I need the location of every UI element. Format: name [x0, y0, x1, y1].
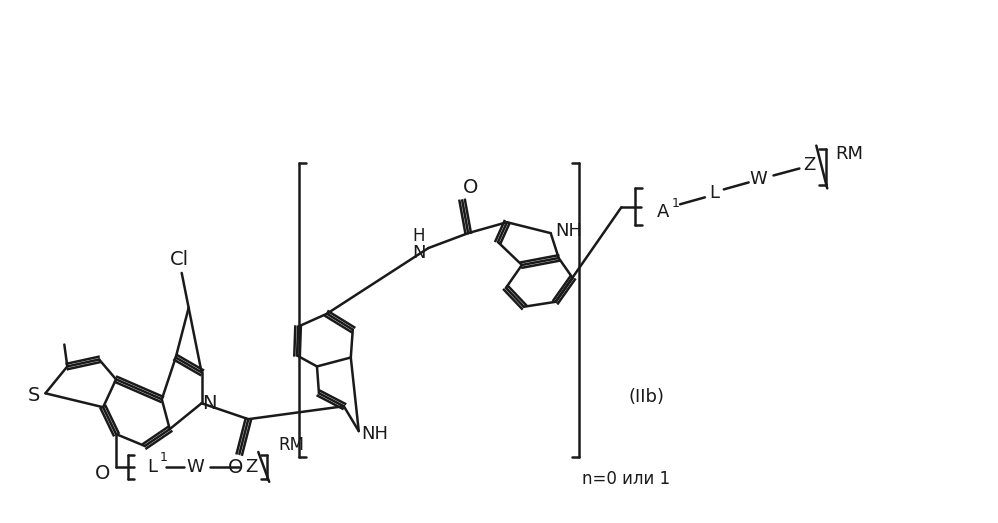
Text: RM: RM — [835, 144, 863, 163]
Text: Z: Z — [246, 458, 257, 476]
Text: Z: Z — [803, 155, 815, 174]
Text: A: A — [657, 203, 670, 221]
Text: 1: 1 — [672, 197, 680, 210]
Text: RM: RM — [278, 436, 304, 454]
Text: H: H — [412, 227, 425, 245]
Text: (IIb): (IIb) — [628, 388, 665, 406]
Text: W: W — [187, 458, 205, 476]
Text: N: N — [413, 244, 426, 262]
Text: O: O — [462, 178, 478, 197]
Text: N: N — [203, 394, 217, 413]
Text: NH: NH — [555, 222, 582, 240]
Text: L: L — [709, 185, 719, 202]
Text: 1: 1 — [160, 451, 168, 464]
Text: S: S — [27, 386, 40, 405]
Text: NH: NH — [361, 425, 388, 443]
Text: Cl: Cl — [170, 249, 190, 268]
Text: n=0 или 1: n=0 или 1 — [582, 470, 670, 488]
Text: W: W — [749, 170, 767, 188]
Text: O: O — [228, 458, 244, 477]
Text: O: O — [95, 464, 110, 483]
Text: L: L — [147, 458, 157, 476]
